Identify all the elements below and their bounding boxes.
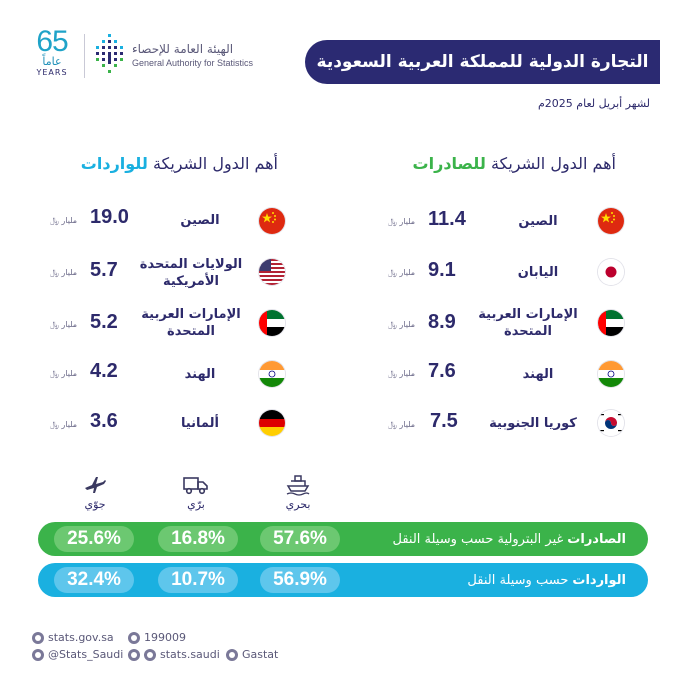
imports-transport-bar: 32.4% 10.7% 56.9% الواردات حسب وسيلة الن… <box>38 563 648 597</box>
footer-twitter-text: @Stats_Saudi <box>48 648 124 661</box>
footer-social-text: stats.saudi <box>160 648 220 661</box>
japan-flag-icon <box>598 259 624 285</box>
footer-website-text: stats.gov.sa <box>48 631 114 644</box>
page-subtitle: لشهر أبريل لعام 2025م <box>537 97 650 110</box>
germany-flag-icon <box>259 410 285 436</box>
import-country-value: 3.6 <box>90 410 118 432</box>
truck-icon <box>183 474 209 496</box>
land-mode-label: برّي <box>187 498 205 511</box>
export-country-value: 9.1 <box>428 259 456 281</box>
import-country-unit: مليار ﷼ <box>50 420 78 429</box>
anniversary-number: 65 <box>36 25 68 58</box>
export-country-value: 7.5 <box>430 410 458 432</box>
air-mode-label: جوّي <box>84 498 106 511</box>
imports-section-title: أهم الدول الشريكة للواردات <box>81 154 278 173</box>
globe-icon <box>32 631 44 644</box>
india-flag-icon <box>259 361 285 387</box>
import-country-name: الصين <box>180 213 220 228</box>
export-country-name: اليابان <box>517 265 559 280</box>
instagram-icon <box>128 648 140 661</box>
sea-mode-label: بحري <box>285 498 311 511</box>
export-country-value: 11.4 <box>428 208 466 230</box>
exports-bar-label: الصادرات غير البترولية حسب وسيلة النقل <box>392 522 626 556</box>
export-country-unit: مليار ﷼ <box>388 268 416 277</box>
exports-title-prefix: أهم الدول الشريكة <box>490 154 616 173</box>
phone-icon <box>128 631 140 644</box>
logo-divider <box>84 34 85 78</box>
export-country-value: 7.6 <box>428 360 456 382</box>
export-country-unit: مليار ﷼ <box>388 320 416 329</box>
usa-flag-icon <box>259 259 285 285</box>
export-country-value: 8.9 <box>428 311 456 333</box>
imports-air-share: 32.4% <box>54 567 134 593</box>
imports-title-highlight: للواردات <box>80 154 148 173</box>
import-country-value: 5.7 <box>90 259 118 281</box>
export-country-unit: مليار ﷼ <box>388 369 416 378</box>
imports-title-prefix: أهم الدول الشريكة <box>152 154 278 173</box>
imports-land-share: 10.7% <box>158 567 238 593</box>
ship-icon <box>285 474 311 496</box>
import-country-name: الولايات المتحدة الأمريكية <box>139 257 243 289</box>
authority-name: الهيئة العامة للإحصاء General Authority … <box>132 42 282 69</box>
import-country-name: ألمانيا <box>180 416 219 431</box>
anniversary-logo: 65 عاماً YEARS <box>28 25 76 78</box>
export-country-name: الهند <box>522 367 554 382</box>
imports-bar-label-rest: حسب وسيلة النقل <box>467 572 569 588</box>
import-country-value: 19.0 <box>90 206 129 228</box>
india-flag-icon <box>598 361 624 387</box>
footer-linkedin-text: Gastat <box>242 648 279 661</box>
exports-transport-bar: 25.6% 16.8% 57.6% الصادرات غير البترولية… <box>38 522 648 556</box>
china-flag-icon <box>598 208 624 234</box>
exports-air-share: 25.6% <box>54 526 134 552</box>
export-country-unit: مليار ﷼ <box>388 420 416 429</box>
import-country-unit: مليار ﷼ <box>50 216 78 225</box>
import-country-unit: مليار ﷼ <box>50 268 78 277</box>
imports-bar-label-bold: الواردات <box>572 572 626 588</box>
export-country-unit: مليار ﷼ <box>388 217 416 226</box>
export-country-name: الصين <box>518 214 558 229</box>
import-country-value: 4.2 <box>90 360 118 382</box>
exports-section-title: أهم الدول الشريكة للصادرات <box>413 154 616 173</box>
uae-flag-icon <box>259 310 285 336</box>
footer-twitter[interactable]: @Stats_Saudi <box>32 648 123 661</box>
linkedin-icon <box>226 648 238 661</box>
footer-website[interactable]: stats.gov.sa <box>32 631 114 644</box>
uae-flag-icon <box>598 310 624 336</box>
import-country-name: الإمارات العربية المتحدة <box>141 307 241 339</box>
x-twitter-icon <box>32 648 44 661</box>
exports-bar-label-rest: غير البترولية حسب وسيلة النقل <box>392 531 564 547</box>
export-country-name: كوريا الجنوبية <box>489 416 577 431</box>
import-country-value: 5.2 <box>90 311 118 333</box>
exports-bar-label-bold: الصادرات <box>567 531 626 547</box>
anniversary-ar: عاماً <box>42 55 62 68</box>
anniversary-en: YEARS <box>36 68 68 77</box>
page-title: التجارة الدولية للمملكة العربية السعودية <box>305 40 660 84</box>
footer-linkedin[interactable]: Gastat <box>226 648 278 661</box>
facebook-icon <box>144 648 156 661</box>
imports-bar-label: الواردات حسب وسيلة النقل <box>467 563 626 597</box>
exports-title-highlight: للصادرات <box>412 154 486 173</box>
footer-phone-text: 199009 <box>144 631 186 644</box>
imports-sea-share: 56.9% <box>260 567 340 593</box>
footer-social[interactable]: stats.saudi <box>128 648 220 661</box>
gastat-logo-icon <box>92 30 128 80</box>
china-flag-icon <box>259 208 285 234</box>
south-korea-flag-icon <box>598 410 624 436</box>
authority-name-ar: الهيئة العامة للإحصاء <box>132 42 234 56</box>
export-country-name: الإمارات العربية المتحدة <box>478 307 578 339</box>
import-country-name: الهند <box>184 367 216 382</box>
import-country-unit: مليار ﷼ <box>50 369 78 378</box>
exports-sea-share: 57.6% <box>260 526 340 552</box>
import-country-unit: مليار ﷼ <box>50 320 78 329</box>
footer-phone[interactable]: 199009 <box>128 631 186 644</box>
exports-land-share: 16.8% <box>158 526 238 552</box>
authority-name-en: General Authority for Statistics <box>132 58 254 68</box>
airplane-icon <box>82 474 108 496</box>
